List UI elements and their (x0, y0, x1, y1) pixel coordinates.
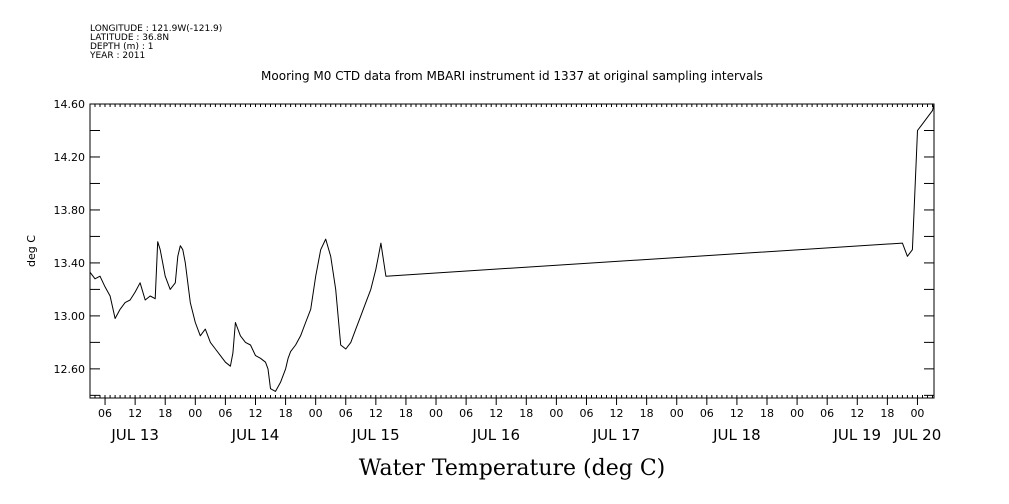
x-tick-label: 00 (188, 407, 202, 420)
x-tick-label: 12 (128, 407, 142, 420)
y-tick-label: 13.00 (54, 310, 86, 323)
x-tick-label: 18 (640, 407, 654, 420)
y-tick-label: 13.40 (54, 257, 86, 270)
y-tick-label: 12.60 (54, 363, 86, 376)
longitude-text: LONGITUDE : 121.9W(-121.9) (90, 24, 222, 34)
x-day-label: JUL 17 (592, 426, 641, 444)
x-tick-label: 18 (399, 407, 413, 420)
x-tick-label: 18 (519, 407, 533, 420)
year-text: YEAR : 2011 (89, 51, 145, 61)
metadata-header: LONGITUDE : 121.9W(-121.9) LATITUDE : 36… (89, 24, 222, 61)
x-tick-label: 12 (248, 407, 262, 420)
x-tick-label: 06 (98, 407, 112, 420)
chart-caption: Water Temperature (deg C) (359, 456, 666, 481)
x-day-label: JUL 13 (110, 426, 159, 444)
x-day-label: JUL 14 (231, 426, 280, 444)
y-tick-label: 14.60 (54, 98, 86, 111)
x-tick-label: 06 (218, 407, 232, 420)
plot-frame (89, 103, 935, 399)
x-tick-label: 18 (760, 407, 774, 420)
x-tick-label: 00 (670, 407, 684, 420)
x-tick-label: 00 (429, 407, 443, 420)
latitude-text: LATITUDE : 36.8N (90, 33, 169, 43)
x-tick-label: 18 (880, 407, 894, 420)
chart-title: Mooring M0 CTD data from MBARI instrumen… (261, 69, 763, 83)
x-tick-label: 00 (790, 407, 804, 420)
x-minor-ticks (89, 104, 933, 398)
x-tick-label: 06 (459, 407, 473, 420)
x-tick-label: 06 (820, 407, 834, 420)
x-tick-label: 12 (489, 407, 503, 420)
x-tick-label: 06 (700, 407, 714, 420)
x-tick-label: 06 (579, 407, 593, 420)
temperature-series-line (89, 103, 935, 392)
x-tick-label: 00 (549, 407, 563, 420)
x-tick-label: 18 (158, 407, 172, 420)
x-tick-label: 12 (610, 407, 624, 420)
y-tick-label: 13.80 (54, 204, 86, 217)
depth-text: DEPTH (m) : 1 (90, 42, 153, 52)
x-day-label: JUL 18 (712, 426, 761, 444)
x-day-label: JUL 20 (893, 426, 942, 444)
x-tick-label: 00 (309, 407, 323, 420)
x-tick-label: 12 (850, 407, 864, 420)
x-tick-label: 12 (730, 407, 744, 420)
x-day-label: JUL 15 (351, 426, 400, 444)
x-tick-label: 00 (910, 407, 924, 420)
y-tick-label: 14.20 (54, 151, 86, 164)
x-tick-label: 18 (279, 407, 293, 420)
x-tick-label: 12 (369, 407, 383, 420)
x-day-label: JUL 19 (832, 426, 881, 444)
x-day-label: JUL 16 (471, 426, 520, 444)
x-tick-label: 06 (339, 407, 353, 420)
y-axis-label: deg C (25, 235, 38, 267)
